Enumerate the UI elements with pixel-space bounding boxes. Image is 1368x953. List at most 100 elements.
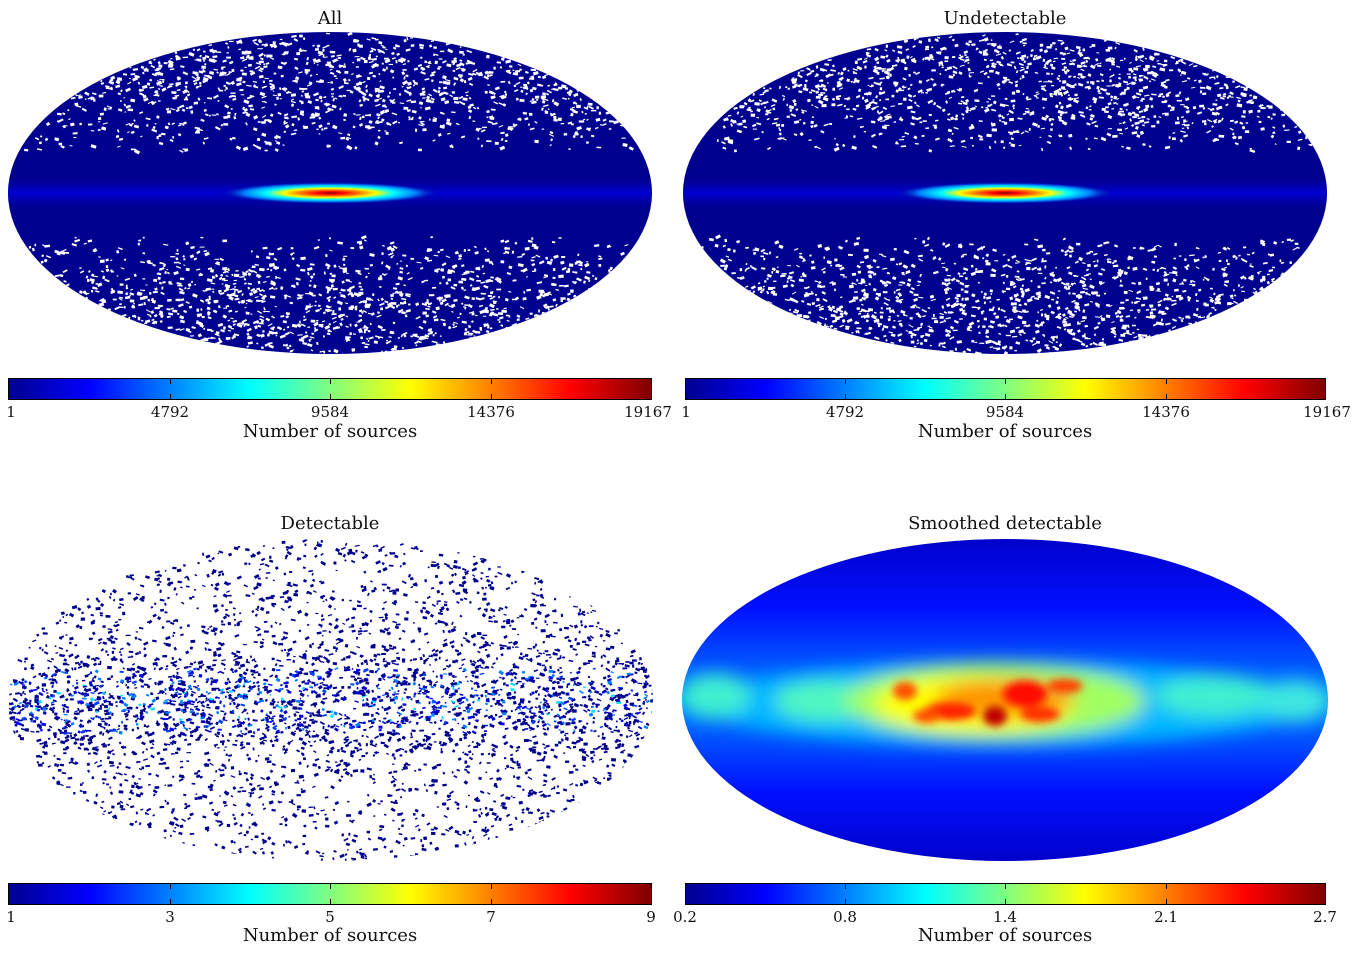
speckle-mark [1091, 44, 1096, 47]
speckle-mark [1030, 295, 1035, 299]
speckle-mark [529, 127, 535, 131]
speckle-mark [272, 90, 275, 92]
speckle-mark [1297, 138, 1303, 141]
speckle-mark [1159, 310, 1165, 314]
speckle-mark [275, 275, 278, 280]
speckle-mark [607, 269, 611, 273]
speckle-mark [392, 245, 398, 250]
speckle-mark [580, 267, 583, 271]
speckle-mark [985, 262, 991, 266]
speckle-mark [505, 247, 510, 250]
source-mark [410, 837, 416, 840]
speckle-mark [853, 78, 860, 84]
speckle-mark [978, 306, 981, 309]
speckle-mark [311, 332, 315, 335]
speckle-mark [133, 119, 136, 122]
speckle-mark [180, 298, 185, 302]
speckle-mark [257, 48, 263, 50]
speckle-mark [897, 320, 902, 323]
speckle-mark [152, 125, 156, 130]
speckle-mark [297, 117, 301, 121]
speckle-mark [347, 292, 352, 296]
speckle-mark [225, 275, 229, 277]
speckle-mark [1024, 287, 1031, 293]
speckle-mark [403, 300, 407, 305]
speckle-mark [571, 106, 575, 109]
speckle-mark [206, 306, 211, 311]
speckle-mark [1048, 340, 1054, 344]
speckle-mark [579, 97, 582, 101]
speckle-mark [326, 290, 330, 294]
speckle-mark [385, 48, 388, 51]
speckle-mark [819, 67, 825, 72]
speckle-mark [1241, 258, 1248, 263]
speckle-mark [162, 281, 166, 284]
speckle-mark [76, 105, 82, 108]
source-mark [193, 667, 197, 671]
speckle-mark [922, 334, 925, 337]
tick-label: 1 [6, 403, 16, 421]
speckle-mark [915, 104, 920, 108]
speckle-mark [93, 275, 99, 278]
speckle-mark [1089, 278, 1092, 281]
speckle-mark [253, 127, 258, 132]
speckle-mark [249, 108, 255, 111]
speckle-mark [1113, 275, 1119, 280]
speckle-mark [99, 112, 105, 116]
speckle-mark [991, 268, 997, 273]
speckle-mark [727, 140, 734, 145]
speckle-mark [995, 53, 1002, 57]
speckle-mark [326, 332, 331, 336]
speckle-mark [876, 61, 880, 64]
speckle-mark [84, 91, 90, 96]
speckle-mark [178, 262, 182, 265]
speckle-mark [222, 267, 228, 271]
speckle-mark [205, 287, 211, 291]
speckle-mark [1086, 81, 1090, 84]
speckle-mark [977, 82, 983, 85]
speckle-mark [1018, 329, 1025, 334]
speckle-mark [1096, 80, 1100, 83]
speckle-mark [355, 66, 360, 68]
speckle-mark [1181, 281, 1184, 284]
speckle-mark [1045, 114, 1050, 119]
speckle-mark [801, 111, 805, 114]
speckle-mark [971, 144, 974, 147]
speckle-mark [1105, 304, 1110, 307]
speckle-mark [290, 98, 295, 102]
speckle-mark [431, 79, 434, 83]
speckle-north [717, 33, 1313, 154]
speckle-mark [895, 263, 899, 266]
speckle-mark [389, 69, 395, 74]
speckle-mark [425, 307, 430, 311]
speckle-mark [829, 122, 833, 126]
speckle-mark [427, 302, 433, 306]
speckle-mark [1097, 321, 1101, 325]
speckle-mark [590, 134, 595, 138]
speckle-mark [785, 86, 788, 89]
speckle-mark [152, 263, 156, 267]
source-mark [407, 573, 412, 578]
speckle-mark [151, 73, 158, 77]
speckle-mark [900, 309, 906, 315]
speckle-mark [392, 291, 399, 295]
speckle-mark [493, 313, 499, 317]
speckle-mark [1279, 259, 1282, 263]
speckle-mark [327, 329, 331, 333]
speckle-mark [855, 94, 861, 99]
speckle-mark [607, 245, 612, 249]
speckle-mark [818, 93, 823, 97]
speckle-mark [1252, 96, 1256, 100]
speckle-mark [462, 97, 468, 101]
speckle-mark [574, 132, 579, 136]
speckle-mark [538, 309, 540, 313]
source-mark [537, 720, 540, 724]
speckle-mark [867, 84, 873, 88]
speckle-mark [273, 136, 278, 140]
speckle-mark [858, 282, 863, 285]
speckle-mark [146, 82, 151, 86]
speckle-mark [457, 74, 463, 77]
speckle-mark [806, 292, 809, 295]
speckle-mark [123, 96, 126, 99]
speckle-mark [529, 88, 534, 93]
